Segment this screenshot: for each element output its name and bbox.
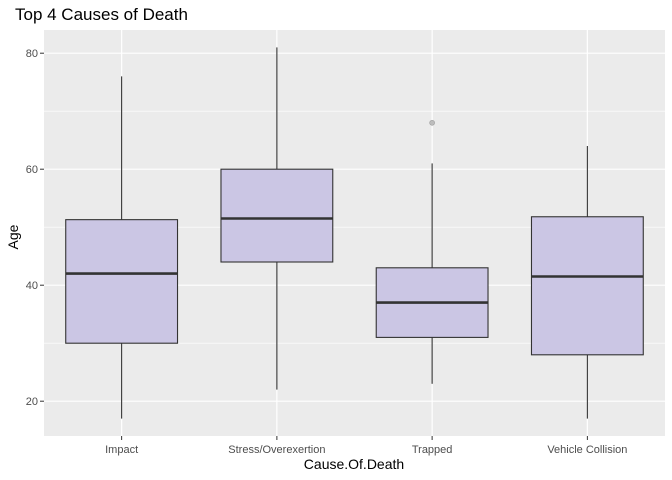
- box-trapped: [375, 120, 489, 384]
- x-tick-label: Stress/Overexertion: [228, 444, 325, 456]
- axis-layer: 20 40 60 80 Impact Stress/Overexertion Trapped…: [26, 48, 628, 456]
- y-tick-label: 20: [26, 396, 38, 408]
- x-tick-label: Impact: [105, 444, 138, 456]
- x-tick-label: Vehicle Collision: [547, 444, 627, 456]
- y-tick-label: 60: [26, 164, 38, 176]
- x-axis-title: Cause.Of.Death: [304, 456, 404, 472]
- y-tick-label: 80: [26, 48, 38, 60]
- box-stress-overexertion: [220, 47, 334, 390]
- x-tick-label: Trapped: [412, 444, 453, 456]
- box-iqr: [220, 168, 334, 263]
- chart-title: Top 4 Causes of Death: [15, 5, 188, 24]
- box-layer: [65, 47, 644, 419]
- box-impact: [65, 76, 179, 419]
- y-tick-label: 40: [26, 280, 38, 292]
- box-iqr: [530, 216, 644, 356]
- outlier-point: [429, 120, 435, 126]
- box-vehicle-collision: [530, 146, 644, 419]
- y-axis-title: Age: [5, 224, 21, 249]
- box-iqr: [65, 219, 179, 344]
